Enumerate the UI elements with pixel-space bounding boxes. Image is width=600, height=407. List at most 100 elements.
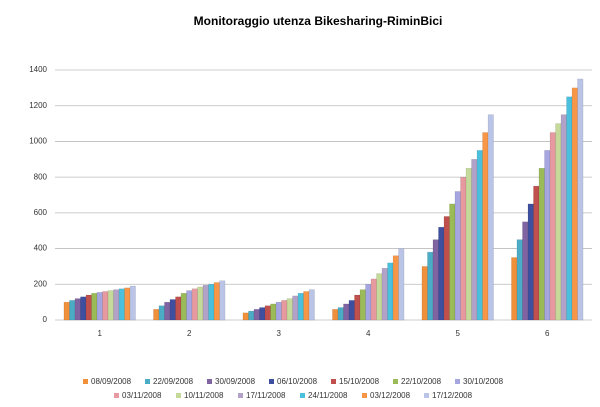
bar (91, 292, 98, 321)
bar (527, 203, 534, 321)
bar (454, 191, 461, 321)
bar (343, 303, 350, 321)
bar (511, 257, 518, 321)
legend-label: 17/12/2008 (432, 391, 473, 400)
bar (242, 312, 249, 321)
bar (449, 203, 456, 321)
bar (421, 266, 428, 321)
bar (365, 284, 372, 321)
bar (219, 280, 226, 321)
legend-swatch (83, 379, 88, 384)
bar (387, 262, 394, 321)
x-tick-label: 4 (366, 329, 371, 338)
bar (85, 294, 92, 321)
y-tick-label: 200 (34, 279, 48, 288)
bar (370, 278, 377, 321)
y-tick-label: 0 (43, 315, 48, 324)
bar (482, 132, 489, 321)
bar (186, 290, 193, 321)
legend-label: 22/10/2008 (401, 377, 442, 386)
bar (460, 176, 467, 321)
bar (96, 292, 103, 321)
bar (359, 289, 366, 321)
legend-swatch (362, 393, 367, 398)
legend-label: 24/11/2008 (308, 391, 348, 400)
bar (69, 300, 76, 321)
legend-swatch (145, 379, 150, 384)
y-tick-label: 1000 (29, 137, 47, 146)
bar (213, 282, 220, 321)
bar (348, 300, 355, 321)
y-tick-label: 800 (34, 172, 48, 181)
legend-swatch (207, 379, 212, 384)
x-tick-label: 1 (98, 329, 103, 338)
legend-label: 17/11/2008 (246, 391, 286, 400)
bar (164, 301, 171, 321)
bar (264, 305, 271, 321)
bar (308, 289, 315, 321)
bar (286, 298, 293, 321)
bar (297, 292, 304, 321)
bar (337, 307, 344, 321)
bar (471, 159, 478, 321)
bar (332, 309, 339, 321)
bar (281, 300, 288, 321)
y-tick-label: 1200 (29, 101, 47, 110)
legend-label: 15/10/2008 (339, 377, 380, 386)
bar (381, 267, 388, 321)
legend-swatch (393, 379, 398, 384)
legend-swatch (455, 379, 460, 384)
legend-swatch (269, 379, 274, 384)
legend-label: 30/09/2008 (215, 377, 256, 386)
bar (427, 251, 434, 321)
legend-label: 06/10/2008 (277, 377, 318, 386)
y-tick-label: 600 (34, 208, 48, 217)
x-tick-label: 5 (456, 329, 461, 338)
y-tick-label: 1400 (29, 65, 47, 74)
bar (107, 290, 114, 321)
bar (202, 284, 209, 321)
bar (398, 248, 405, 321)
legend-label: 22/09/2008 (153, 377, 194, 386)
bar (248, 310, 255, 321)
bar (180, 292, 187, 321)
bar (560, 114, 567, 321)
legend-swatch (176, 393, 181, 398)
x-tick-label: 3 (277, 329, 282, 338)
bar (80, 296, 87, 321)
bar (259, 307, 266, 321)
bar (577, 78, 584, 321)
bar (443, 216, 450, 321)
bar (270, 303, 277, 321)
bar (538, 167, 545, 321)
bar (533, 185, 540, 321)
bar (522, 221, 529, 321)
legend-swatch (114, 393, 119, 398)
chart-title: Monitoraggio utenza Bikesharing-RiminBic… (194, 14, 443, 28)
bar (292, 295, 299, 321)
bar (544, 150, 551, 321)
bar (516, 239, 523, 321)
bar (197, 286, 204, 321)
legend-swatch (331, 379, 336, 384)
bar (169, 299, 176, 321)
bar (438, 226, 445, 321)
bar (549, 132, 556, 321)
bar (376, 273, 383, 321)
bar (432, 239, 439, 321)
bar (571, 87, 578, 321)
legend-label: 08/09/2008 (91, 377, 132, 386)
bar (191, 288, 198, 321)
bar (303, 291, 310, 321)
y-tick-label: 400 (34, 244, 48, 253)
legend-label: 03/12/2008 (370, 391, 411, 400)
bar (208, 284, 215, 321)
bar (487, 114, 494, 321)
bar (118, 288, 125, 321)
bar (555, 123, 562, 321)
bar (476, 150, 483, 321)
bar (465, 167, 472, 321)
